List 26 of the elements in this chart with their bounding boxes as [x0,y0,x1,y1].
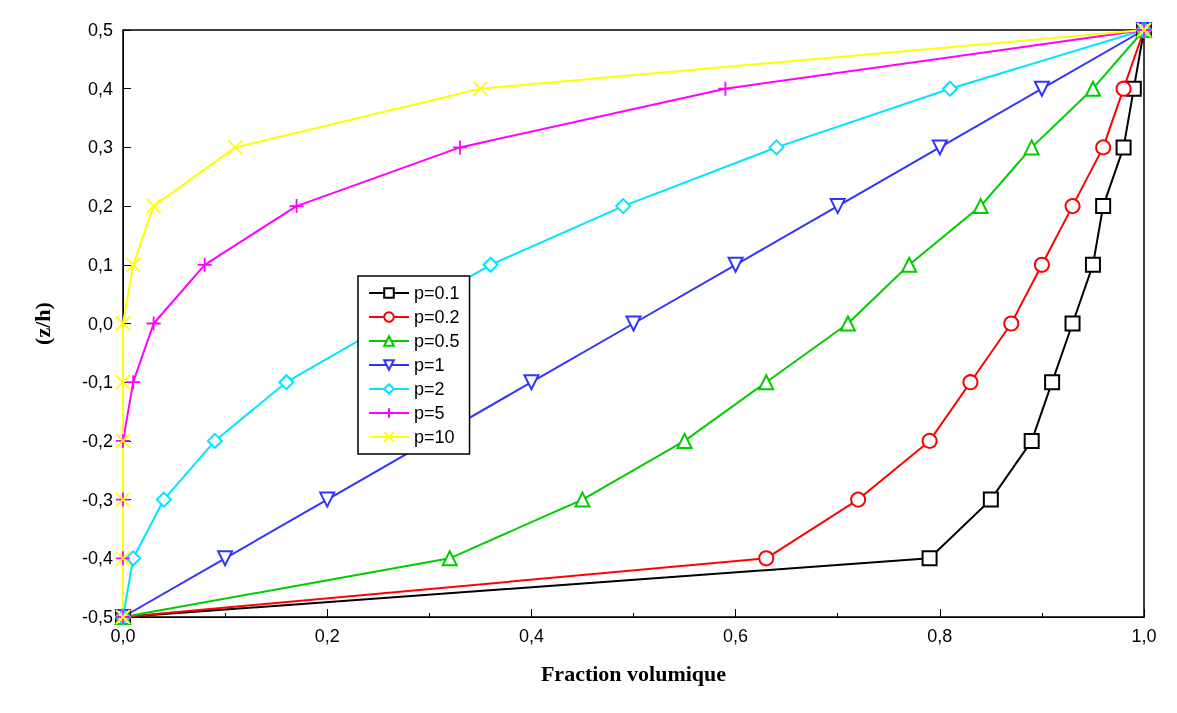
y-tick-label: -0,5 [81,607,113,627]
y-tick-label: 0,1 [87,254,113,275]
x-tick-label: 1,0 [1131,626,1157,646]
y-tick-label: 0,3 [87,137,113,158]
x-tick-label: 0,6 [723,626,749,646]
legend-label: p=10 [414,427,455,447]
y-tick-label: 0,0 [87,313,113,334]
legend-label: p=0.1 [414,283,460,303]
y-tick-label: 0,2 [87,196,113,217]
legend-label: p=1 [414,355,445,375]
x-tick-label: 0,2 [314,626,340,646]
y-tick-label: 0,4 [87,78,113,99]
legend-label: p=0.5 [414,331,460,351]
x-tick-label: 0,4 [518,626,544,646]
legend-label: p=2 [414,379,445,399]
legend-label: p=5 [414,403,445,423]
y-tick-label: -0,4 [81,548,113,569]
y-tick-label: -0,1 [81,372,113,393]
legend-label: p=0.2 [414,307,460,327]
x-tick-label: 0,0 [110,626,136,646]
y-tick-label: -0,3 [81,489,113,510]
y-axis-title: (z/h) [29,302,55,345]
y-tick-label: -0,2 [81,430,113,451]
x-tick-label: 0,8 [927,626,953,646]
y-tick-label: 0,5 [87,20,113,40]
x-axis-title: Fraction volumique [540,660,727,686]
